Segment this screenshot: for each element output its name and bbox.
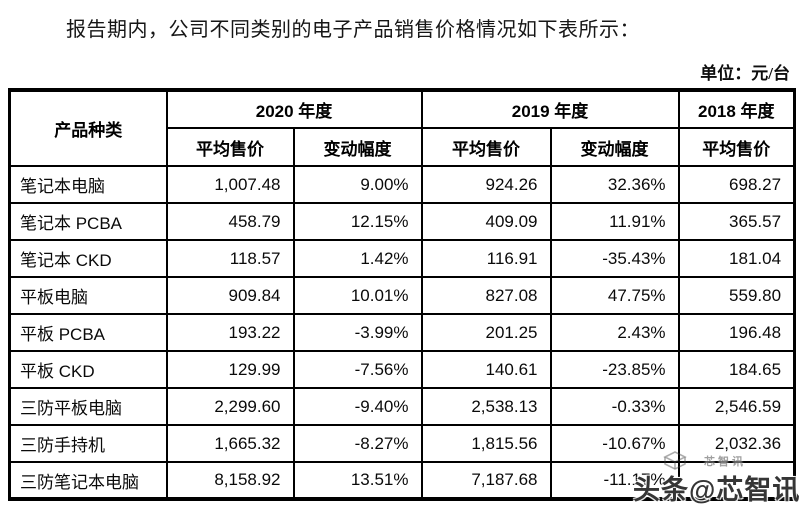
- value-cell: 2.43%: [549, 313, 680, 352]
- value-cell: 2,032.36: [677, 424, 796, 463]
- value-cell: 458.79: [165, 202, 295, 241]
- value-cell: 12.15%: [292, 202, 423, 241]
- value-cell: -10.67%: [549, 424, 680, 463]
- col-header-year-2020: 2020 年度: [165, 89, 423, 129]
- value-cell: -0.33%: [549, 387, 680, 426]
- col-header-year-2019: 2019 年度: [420, 89, 680, 129]
- value-cell: 2,538.13: [420, 387, 552, 426]
- col-header-year-2018: 2018 年度: [677, 89, 796, 129]
- watermark-logo-icon: [663, 451, 687, 470]
- value-cell: 1,007.48: [165, 165, 295, 204]
- value-cell: 1,665.32: [165, 424, 295, 463]
- col-header-avg-price-2018: 平均售价: [677, 127, 796, 167]
- value-cell: -23.85%: [549, 350, 680, 389]
- value-cell: 47.75%: [549, 276, 680, 315]
- table-row: 三防笔记本电脑 8,158.92 13.51% 7,187.68 -11.17%: [8, 461, 796, 500]
- col-header-change-2020: 变动幅度: [292, 127, 423, 167]
- value-cell: 365.57: [677, 202, 796, 241]
- value-cell: 8,158.92: [165, 461, 295, 500]
- value-cell: 118.57: [165, 239, 295, 278]
- value-cell: -9.40%: [292, 387, 423, 426]
- value-cell: 2,546.59: [677, 387, 796, 426]
- header-row-metrics: 平均售价 变动幅度 平均售价 变动幅度 平均售价: [10, 127, 796, 167]
- value-cell: 201.25: [420, 313, 552, 352]
- value-cell: -7.56%: [292, 350, 423, 389]
- product-cell: 笔记本电脑: [8, 165, 168, 204]
- intro-text: 报告期内，公司不同类别的电子产品销售价格情况如下表所示：: [66, 19, 640, 41]
- product-cell: 平板 CKD: [8, 350, 168, 389]
- table-row: 三防手持机 1,665.32 -8.27% 1,815.56 -10.67% 2…: [8, 424, 796, 463]
- value-cell: 1,815.56: [420, 424, 552, 463]
- table-row: 平板电脑 909.84 10.01% 827.08 47.75% 559.80: [8, 276, 796, 315]
- value-cell: 193.22: [165, 313, 295, 352]
- value-cell: -11.17%: [549, 461, 680, 500]
- product-cell: 三防笔记本电脑: [8, 461, 168, 500]
- value-cell-obscured: [677, 461, 796, 500]
- col-header-avg-price-2020: 平均售价: [165, 127, 295, 167]
- value-cell: 184.65: [677, 350, 796, 389]
- value-cell: -35.43%: [549, 239, 680, 278]
- value-cell: -8.27%: [292, 424, 423, 463]
- value-cell: 129.99: [165, 350, 295, 389]
- value-cell: 181.04: [677, 239, 796, 278]
- value-cell: 10.01%: [292, 276, 423, 315]
- value-cell: 116.91: [420, 239, 552, 278]
- value-cell: 140.61: [420, 350, 552, 389]
- value-cell: 13.51%: [292, 461, 423, 500]
- value-cell: 909.84: [165, 276, 295, 315]
- value-cell: 698.27: [677, 165, 796, 204]
- header-row-years: 产品种类 2020 年度 2019 年度 2018 年度: [8, 89, 796, 167]
- product-cell: 平板电脑: [8, 276, 168, 315]
- product-cell: 三防手持机: [8, 424, 168, 463]
- value-cell: 1.42%: [292, 239, 423, 278]
- value-cell: -3.99%: [292, 313, 423, 352]
- product-cell: 笔记本 CKD: [8, 239, 168, 278]
- value-cell: 409.09: [420, 202, 552, 241]
- table-row: 笔记本 PCBA 458.79 12.15% 409.09 11.91% 365…: [8, 202, 796, 241]
- watermark-small-text: 芯智讯: [704, 456, 746, 468]
- value-cell: 924.26: [420, 165, 552, 204]
- value-cell: 11.91%: [549, 202, 680, 241]
- table-row: 笔记本电脑 1,007.48 9.00% 924.26 32.36% 698.2…: [8, 165, 796, 204]
- col-header-product: 产品种类: [8, 89, 168, 167]
- table-row: 笔记本 CKD 118.57 1.42% 116.91 -35.43% 181.…: [8, 239, 796, 278]
- value-cell: 7,187.68: [420, 461, 552, 500]
- product-cell: 三防平板电脑: [8, 387, 168, 426]
- product-cell: 笔记本 PCBA: [8, 202, 168, 241]
- col-header-change-2019: 变动幅度: [549, 127, 680, 167]
- table-row: 平板 CKD 129.99 -7.56% 140.61 -23.85% 184.…: [8, 350, 796, 389]
- watermark: 头条@芯智讯: [633, 475, 799, 505]
- value-cell: 827.08: [420, 276, 552, 315]
- value-cell: 196.48: [677, 313, 796, 352]
- table-row: 平板 PCBA 193.22 -3.99% 201.25 2.43% 196.4…: [8, 313, 796, 352]
- price-table: 产品种类 2020 年度 2019 年度 2018 年度 平均售价 变动幅度 平…: [8, 88, 797, 501]
- product-cell: 平板 PCBA: [8, 313, 168, 352]
- value-cell: 32.36%: [549, 165, 680, 204]
- value-cell: 2,299.60: [165, 387, 295, 426]
- table-row: 三防平板电脑 2,299.60 -9.40% 2,538.13 -0.33% 2…: [8, 387, 796, 426]
- unit-label: 单位：元/台: [700, 64, 790, 83]
- col-header-avg-price-2019: 平均售价: [420, 127, 552, 167]
- value-cell: 9.00%: [292, 165, 423, 204]
- value-cell: 559.80: [677, 276, 796, 315]
